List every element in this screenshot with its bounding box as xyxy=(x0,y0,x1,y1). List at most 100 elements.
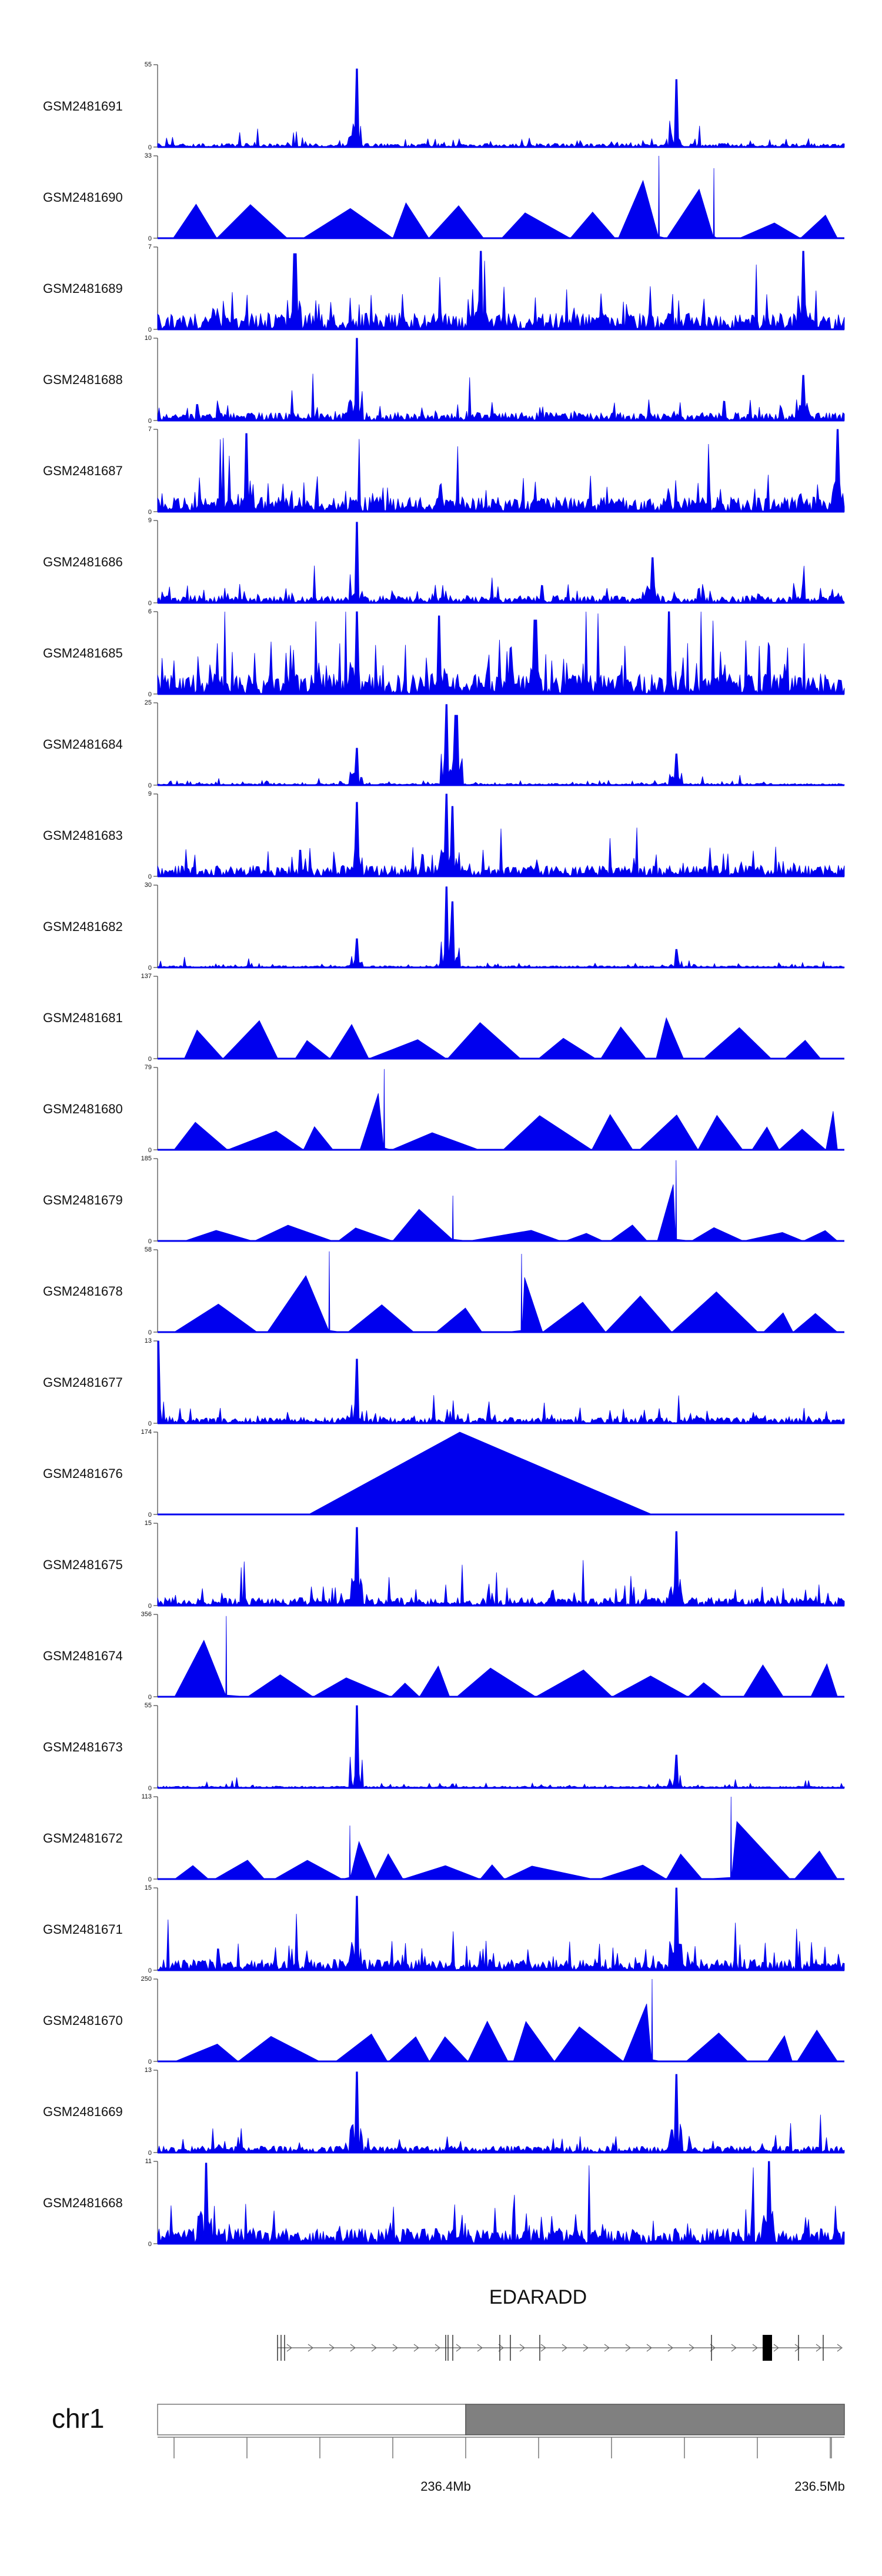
y-max-label: 15 xyxy=(145,1520,152,1527)
track-label: GSM2481673 xyxy=(43,1740,123,1754)
track-label: GSM2481684 xyxy=(43,737,123,752)
y-min-label: 0 xyxy=(148,691,152,698)
track-GSM2481668: GSM2481668 11 0 xyxy=(43,2158,845,2248)
y-min-label: 0 xyxy=(148,418,152,425)
coverage-area xyxy=(158,1978,844,2062)
strand-arrow xyxy=(816,2344,821,2352)
coverage-area xyxy=(157,2161,845,2244)
y-max-label: 7 xyxy=(148,243,152,251)
track-label: GSM2481685 xyxy=(43,646,123,660)
strand-arrow xyxy=(837,2344,843,2352)
coverage-area xyxy=(158,1616,844,1697)
y-max-label: 137 xyxy=(141,973,152,980)
track-GSM2481684: GSM2481684 25 0 xyxy=(43,699,845,789)
coverage-area xyxy=(157,338,845,422)
coverage-area xyxy=(158,1069,844,1150)
track-GSM2481671: GSM2481671 15 0 xyxy=(43,1884,845,1974)
strand-arrow xyxy=(477,2344,483,2352)
strand-arrow xyxy=(604,2344,610,2352)
coverage-area xyxy=(157,2071,845,2154)
y-min-label: 0 xyxy=(148,1238,152,1245)
track-GSM2481678: GSM2481678 58 0 xyxy=(43,1246,844,1336)
strand-arrow xyxy=(329,2344,335,2352)
y-min-label: 0 xyxy=(148,2058,152,2066)
track-label: GSM2481690 xyxy=(43,190,123,205)
y-max-label: 250 xyxy=(141,1976,152,1983)
y-min-label: 0 xyxy=(148,1967,152,1974)
y-max-label: 6 xyxy=(148,608,152,615)
track-label: GSM2481683 xyxy=(43,828,123,843)
strand-arrow xyxy=(350,2344,356,2352)
coverage-area xyxy=(158,1432,844,1515)
track-label: GSM2481675 xyxy=(43,1557,123,1572)
strand-arrow xyxy=(435,2344,440,2352)
exon-box xyxy=(763,2335,772,2361)
coverage-area xyxy=(158,1160,844,1242)
track-GSM2481690: GSM2481690 33 0 xyxy=(43,152,844,242)
track-label: GSM2481691 xyxy=(43,99,123,114)
strand-arrow xyxy=(794,2344,800,2352)
y-min-label: 0 xyxy=(148,1603,152,1610)
track-label: GSM2481689 xyxy=(43,281,123,296)
y-max-label: 25 xyxy=(145,699,152,706)
coverage-tracks: GSM2481691550GSM2481690330GSM248168970GS… xyxy=(43,61,845,2248)
track-GSM2481675: GSM2481675 15 0 xyxy=(43,1520,845,1610)
chromosome-axis: chr1 236.4Mb 236.5Mb xyxy=(52,2403,845,2494)
track-label: GSM2481677 xyxy=(43,1375,123,1390)
track-GSM2481686: GSM2481686 9 0 xyxy=(43,517,845,607)
track-label: GSM2481676 xyxy=(43,1466,123,1481)
strand-arrow xyxy=(667,2344,673,2352)
strand-arrow xyxy=(752,2344,758,2352)
y-max-label: 15 xyxy=(145,1884,152,1891)
strand-arrow xyxy=(519,2344,525,2352)
coverage-area xyxy=(157,1887,845,1971)
strand-arrow xyxy=(456,2344,462,2352)
track-GSM2481669: GSM2481669 13 0 xyxy=(43,2067,845,2157)
coverage-area xyxy=(157,704,845,786)
y-min-label: 0 xyxy=(148,1876,152,1883)
y-min-label: 0 xyxy=(148,600,152,607)
chromosome-shaded-region xyxy=(465,2404,845,2435)
track-label: GSM2481669 xyxy=(43,2104,123,2119)
y-min-label: 0 xyxy=(148,235,152,242)
y-max-label: 13 xyxy=(145,2067,152,2074)
strand-arrow xyxy=(562,2344,567,2352)
track-GSM2481677: GSM2481677 13 0 xyxy=(43,1337,845,1427)
track-GSM2481674: GSM2481674 356 0 xyxy=(43,1611,844,1701)
y-max-label: 55 xyxy=(145,1702,152,1709)
y-max-label: 7 xyxy=(148,426,152,433)
y-min-label: 0 xyxy=(148,782,152,789)
track-GSM2481682: GSM2481682 30 0 xyxy=(43,882,845,972)
coverage-area xyxy=(157,611,845,695)
strand-arrow xyxy=(286,2344,292,2352)
track-label: GSM2481681 xyxy=(43,1010,123,1025)
track-label: GSM2481670 xyxy=(43,2013,123,2028)
strand-arrow xyxy=(773,2344,779,2352)
y-min-label: 0 xyxy=(148,965,152,972)
track-label: GSM2481674 xyxy=(43,1649,123,1663)
track-label: GSM2481682 xyxy=(43,919,123,934)
track-GSM2481670: GSM2481670 250 0 xyxy=(43,1976,844,2066)
track-label: GSM2481672 xyxy=(43,1831,123,1846)
gene-track: EDARADD xyxy=(277,2286,843,2361)
coverage-area xyxy=(157,1340,845,1424)
y-max-label: 58 xyxy=(145,1246,152,1253)
y-min-label: 0 xyxy=(148,1056,152,1063)
y-max-label: 174 xyxy=(141,1429,152,1436)
y-max-label: 356 xyxy=(141,1611,152,1618)
track-GSM2481680: GSM2481680 79 0 xyxy=(43,1064,844,1154)
track-label: GSM2481680 xyxy=(43,1102,123,1116)
strand-arrow xyxy=(540,2344,546,2352)
y-min-label: 0 xyxy=(148,144,152,151)
track-label: GSM2481679 xyxy=(43,1193,123,1207)
y-min-label: 0 xyxy=(148,326,152,333)
track-GSM2481681: GSM2481681 137 0 xyxy=(43,973,844,1063)
y-min-label: 0 xyxy=(148,1147,152,1154)
y-max-label: 9 xyxy=(148,517,152,524)
y-max-label: 33 xyxy=(145,152,152,159)
y-min-label: 0 xyxy=(148,1329,152,1336)
coverage-area xyxy=(157,522,845,604)
coverage-area xyxy=(157,251,845,330)
track-GSM2481676: GSM2481676 174 0 xyxy=(43,1429,844,1519)
